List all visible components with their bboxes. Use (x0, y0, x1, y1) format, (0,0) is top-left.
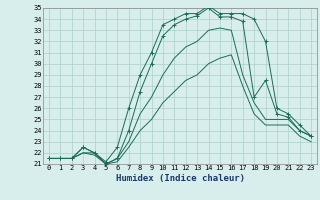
X-axis label: Humidex (Indice chaleur): Humidex (Indice chaleur) (116, 174, 244, 183)
